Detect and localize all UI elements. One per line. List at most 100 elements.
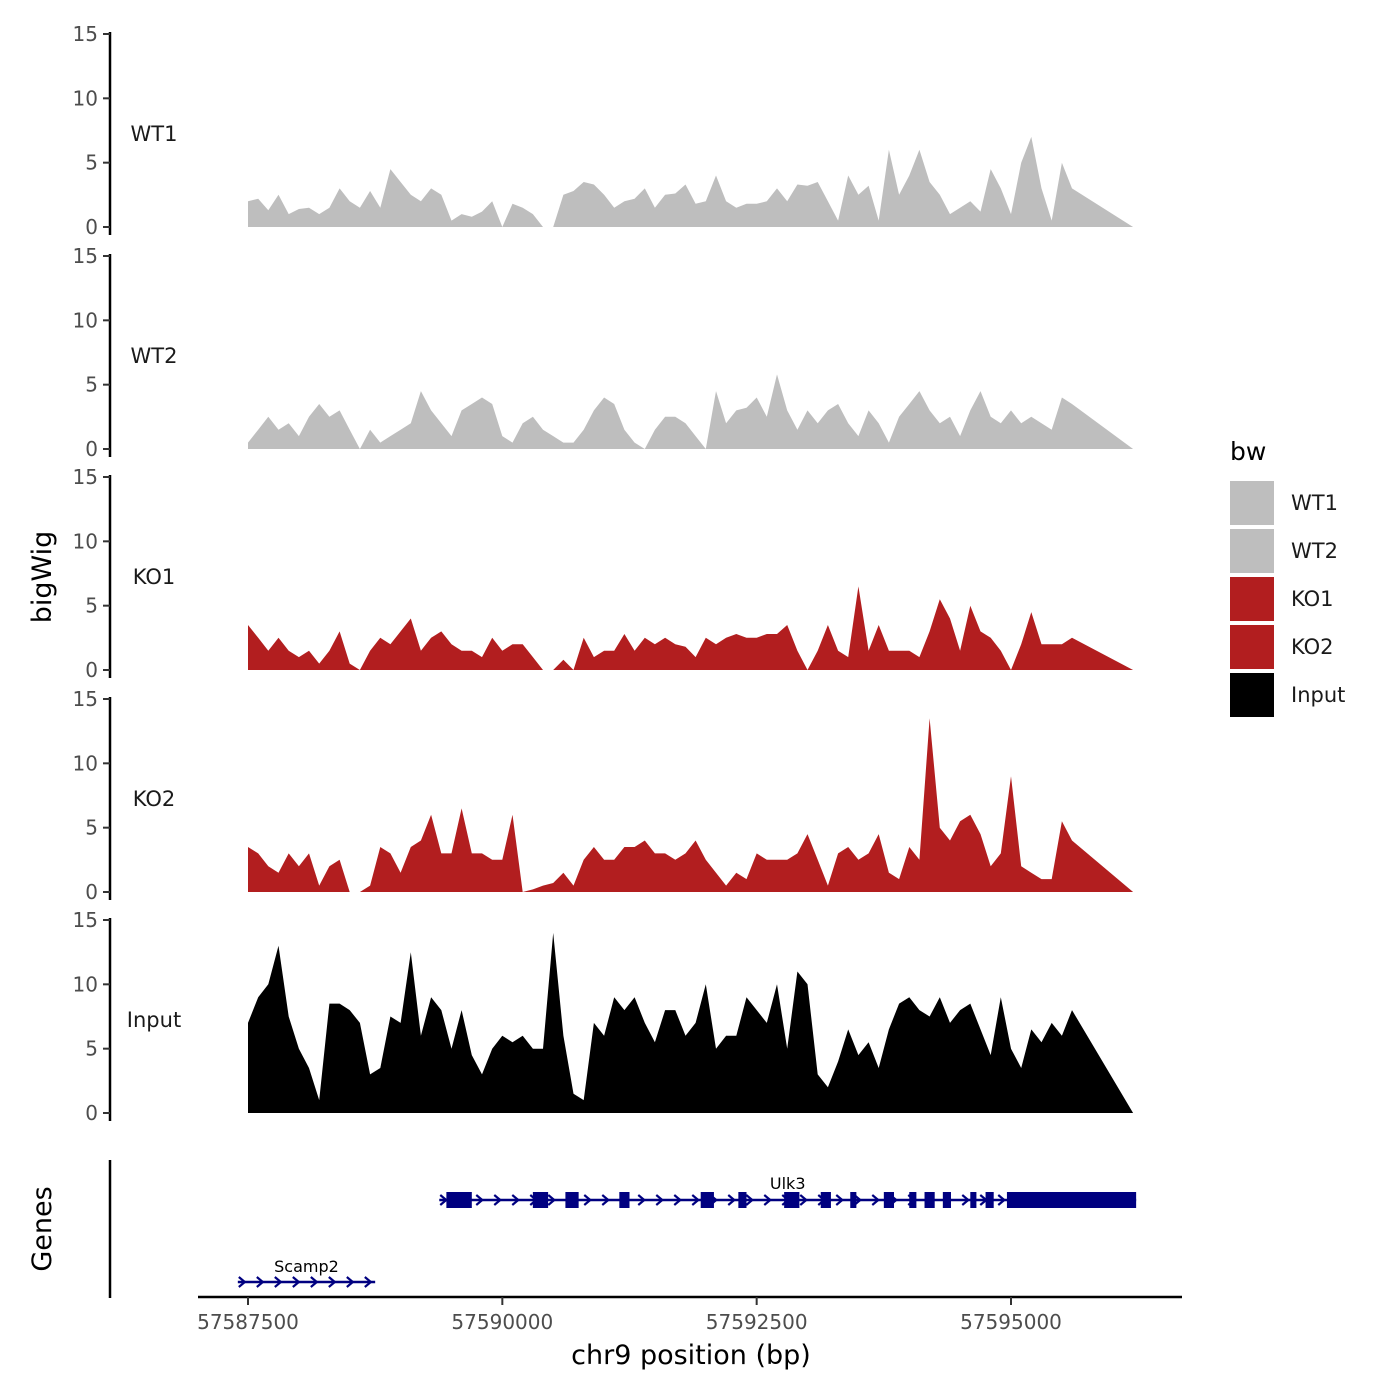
- legend-key-ko1: [1230, 577, 1274, 621]
- x-tick-label: 57592500: [706, 1310, 808, 1334]
- strand-arrow: [799, 1194, 808, 1206]
- legend-label: Input: [1291, 683, 1345, 707]
- strand-arrow: [691, 1194, 700, 1206]
- exon: [700, 1192, 714, 1208]
- area-ko1: [248, 586, 1134, 670]
- y-tick-label: 5: [85, 373, 98, 397]
- y-tick-label: 15: [73, 22, 98, 46]
- strand-arrow: [871, 1194, 880, 1206]
- strand-arrow: [655, 1194, 664, 1206]
- area-wt1: [248, 136, 1134, 227]
- legend-label: KO1: [1291, 587, 1334, 611]
- strand-arrow: [547, 1194, 556, 1206]
- legend-key-ko2: [1230, 625, 1274, 669]
- legend-key-input: [1230, 673, 1274, 717]
- strand-arrow: [673, 1194, 682, 1206]
- gene-scamp2: Scamp2: [237, 1257, 376, 1288]
- x-tick-label: 57587500: [197, 1310, 299, 1334]
- strand-arrow: [292, 1276, 301, 1288]
- strand-arrow: [961, 1194, 970, 1206]
- track-label: Input: [127, 1008, 181, 1032]
- legend-key-wt1: [1230, 481, 1274, 525]
- strand-arrow: [439, 1194, 448, 1206]
- exon: [850, 1192, 857, 1208]
- y-tick-label: 15: [73, 908, 98, 932]
- legend-key-wt2: [1230, 529, 1274, 573]
- legend-label: WT2: [1291, 539, 1338, 563]
- y-tick-label: 0: [85, 880, 98, 904]
- legend-label: WT1: [1291, 491, 1338, 515]
- strand-arrow: [364, 1276, 373, 1288]
- exon: [619, 1192, 630, 1208]
- strand-arrow: [346, 1276, 355, 1288]
- coverage-tracks: 0 5 10 15 WT1 0 5 10 15 WT2 0 5 10 15 KO1 0 5 10 15 KO2 0 5 10…: [73, 22, 1134, 1125]
- exon: [532, 1192, 549, 1208]
- strand-arrow: [238, 1276, 247, 1288]
- gene-label: Ulk3: [770, 1174, 806, 1193]
- exon: [883, 1192, 895, 1208]
- track-ko1: 0 5 10 15 KO1: [73, 465, 1134, 682]
- y-tick-label: 10: [73, 86, 98, 110]
- x-axis: 57587500 57590000 57592500 57595000: [197, 1295, 1182, 1334]
- exon: [565, 1192, 579, 1208]
- exon: [738, 1192, 747, 1208]
- genes-axis-title: Genes: [27, 1186, 58, 1271]
- y-tick-label: 10: [73, 972, 98, 996]
- y-tick-label: 15: [73, 687, 98, 711]
- y-tick-label: 5: [85, 1037, 98, 1061]
- exon: [1006, 1192, 1137, 1208]
- y-tick-label: 0: [85, 658, 98, 682]
- track-label: WT2: [131, 344, 178, 368]
- y-tick-label: 15: [73, 465, 98, 489]
- y-tick-label: 15: [73, 244, 98, 268]
- exon: [446, 1192, 472, 1208]
- y-tick-label: 5: [85, 816, 98, 840]
- strand-arrow: [328, 1276, 337, 1288]
- exon: [970, 1192, 977, 1208]
- x-tick-label: 57590000: [451, 1310, 553, 1334]
- y-tick-label: 10: [73, 308, 98, 332]
- strand-arrow: [274, 1276, 283, 1288]
- track-label: KO2: [133, 787, 176, 811]
- strand-arrow: [745, 1194, 754, 1206]
- area-wt2: [248, 374, 1134, 449]
- strand-arrow: [763, 1194, 772, 1206]
- y-tick-label: 0: [85, 1101, 98, 1125]
- track-input: 0 5 10 15 Input: [73, 908, 1134, 1125]
- legend-label: KO2: [1291, 635, 1334, 659]
- exon: [909, 1192, 917, 1208]
- strand-arrow: [601, 1194, 610, 1206]
- exon: [942, 1192, 951, 1208]
- exon: [924, 1192, 935, 1208]
- strand-arrow: [511, 1194, 520, 1206]
- strand-arrow: [493, 1194, 502, 1206]
- strand-arrow: [475, 1194, 484, 1206]
- y-tick-label: 10: [73, 529, 98, 553]
- y-tick-label: 5: [85, 151, 98, 175]
- x-axis-title: chr9 position (bp): [571, 1340, 811, 1371]
- exon: [985, 1192, 994, 1208]
- track-wt1: 0 5 10 15 WT1: [73, 22, 1134, 239]
- strand-arrow: [310, 1276, 319, 1288]
- legend: bw WT1 WT2 KO1 KO2 Input: [1230, 437, 1345, 717]
- strand-arrow: [583, 1194, 592, 1206]
- strand-arrow: [727, 1194, 736, 1206]
- strand-arrow: [997, 1194, 1006, 1206]
- y-tick-label: 0: [85, 437, 98, 461]
- track-label: KO1: [133, 565, 176, 589]
- track-label: WT1: [131, 122, 178, 146]
- strand-arrow: [637, 1194, 646, 1206]
- x-tick-label: 57595000: [960, 1310, 1062, 1334]
- track-wt2: 0 5 10 15 WT2: [73, 244, 1134, 461]
- strand-arrow: [256, 1276, 265, 1288]
- exon: [820, 1192, 831, 1208]
- y-tick-label: 0: [85, 215, 98, 239]
- y-tick-label: 5: [85, 594, 98, 618]
- track-ko2: 0 5 10 15 KO2: [73, 687, 1134, 904]
- genes-panel: Scamp2 Ulk3: [108, 1160, 1137, 1298]
- gene-label: Scamp2: [274, 1257, 339, 1276]
- gene-ulk3: Ulk3: [439, 1174, 1137, 1208]
- y-axis-title: bigWig: [27, 531, 58, 624]
- exon: [784, 1192, 800, 1208]
